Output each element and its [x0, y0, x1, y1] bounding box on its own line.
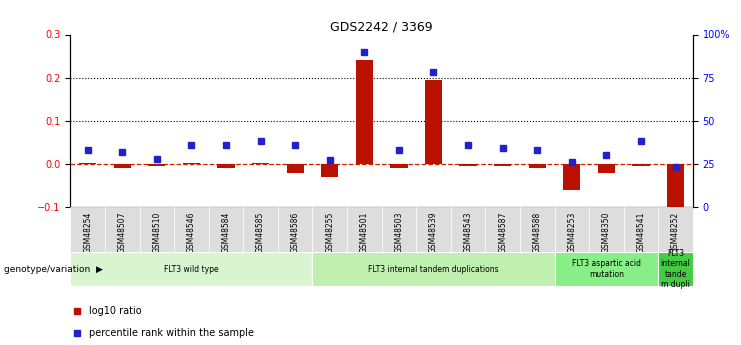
Bar [217, 164, 235, 168]
Text: GSM48501: GSM48501 [360, 211, 369, 253]
Text: FLT3
internal
tande
m dupli: FLT3 internal tande m dupli [661, 249, 691, 289]
Bar [139, 207, 174, 252]
Bar [70, 252, 313, 286]
Bar [313, 207, 347, 252]
Bar [183, 162, 200, 164]
Text: GSM48254: GSM48254 [83, 211, 92, 253]
Bar [485, 207, 520, 252]
Text: GSM48541: GSM48541 [637, 211, 645, 253]
Bar [624, 207, 658, 252]
Bar [459, 164, 476, 166]
Bar [494, 164, 511, 166]
Bar [391, 164, 408, 168]
Text: log10 ratio: log10 ratio [89, 306, 142, 315]
Text: genotype/variation  ▶: genotype/variation ▶ [4, 265, 102, 274]
Text: GSM48255: GSM48255 [325, 211, 334, 253]
Bar [658, 207, 693, 252]
Text: FLT3 wild type: FLT3 wild type [164, 265, 219, 274]
Text: GSM48539: GSM48539 [429, 211, 438, 253]
Bar [416, 207, 451, 252]
Text: GSM48350: GSM48350 [602, 211, 611, 253]
Bar [554, 252, 658, 286]
Bar [278, 207, 313, 252]
Bar [287, 164, 304, 172]
Text: GSM48252: GSM48252 [671, 211, 680, 253]
Text: FLT3 internal tandem duplications: FLT3 internal tandem duplications [368, 265, 499, 274]
Bar [79, 163, 96, 164]
Bar [632, 164, 650, 166]
Bar [425, 80, 442, 164]
Bar [598, 164, 615, 172]
Bar [382, 207, 416, 252]
Text: GSM48587: GSM48587 [498, 211, 507, 253]
Bar [209, 207, 243, 252]
Text: GSM48543: GSM48543 [464, 211, 473, 253]
Bar [347, 207, 382, 252]
Text: GSM48507: GSM48507 [118, 211, 127, 253]
Text: FLT3 aspartic acid
mutation: FLT3 aspartic acid mutation [572, 259, 641, 279]
Text: percentile rank within the sample: percentile rank within the sample [89, 328, 254, 338]
Bar [528, 164, 546, 168]
Bar [356, 60, 373, 164]
Bar [321, 164, 339, 177]
Bar [313, 252, 554, 286]
Bar [520, 207, 554, 252]
Bar [70, 207, 105, 252]
Bar [113, 164, 131, 168]
Bar [252, 163, 269, 164]
Text: GSM48586: GSM48586 [290, 211, 299, 253]
Bar [589, 207, 624, 252]
Text: GSM48546: GSM48546 [187, 211, 196, 253]
Bar [105, 207, 139, 252]
Text: GSM48588: GSM48588 [533, 211, 542, 253]
Text: GSM48503: GSM48503 [394, 211, 403, 253]
Text: GSM48584: GSM48584 [222, 211, 230, 253]
Bar [148, 164, 165, 166]
Text: GSM48585: GSM48585 [256, 211, 265, 253]
Bar [174, 207, 209, 252]
Bar [667, 164, 684, 220]
Bar [658, 252, 693, 286]
Bar [554, 207, 589, 252]
Bar [563, 164, 580, 190]
Text: GSM48253: GSM48253 [568, 211, 576, 253]
Text: GSM48510: GSM48510 [153, 211, 162, 253]
Bar [243, 207, 278, 252]
Title: GDS2242 / 3369: GDS2242 / 3369 [330, 20, 433, 33]
Bar [451, 207, 485, 252]
